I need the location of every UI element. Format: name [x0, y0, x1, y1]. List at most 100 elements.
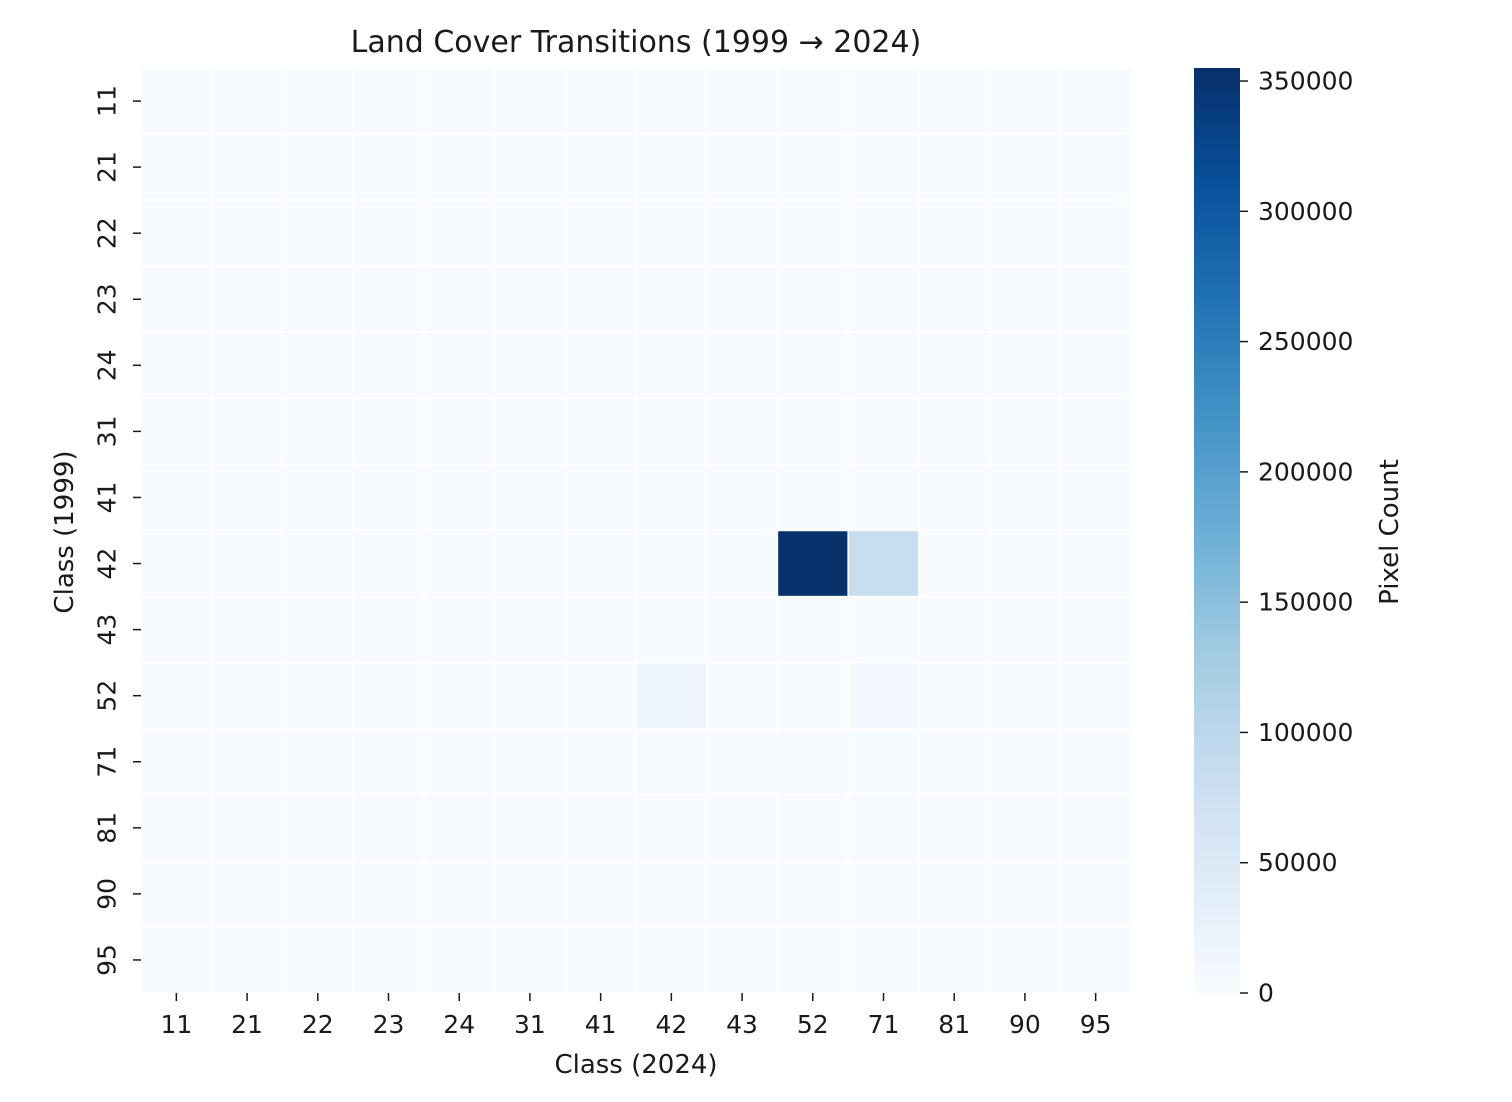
heatmap-cell-23-71 — [848, 266, 919, 332]
x-tick-label: 42 — [655, 1010, 687, 1039]
heatmap-cell-81-90 — [990, 795, 1060, 861]
heatmap-cell-95-43 — [707, 927, 777, 993]
x-tick-label: 90 — [1009, 1010, 1041, 1039]
y-tick-label: 90 — [93, 878, 122, 910]
heatmap-cell-22-31 — [495, 200, 565, 266]
colorbar-label: Pixel Count — [1375, 459, 1405, 605]
heatmap-cell-41-95 — [1061, 465, 1131, 530]
y-tick-label: 95 — [93, 944, 122, 976]
heatmap-cell-71-43 — [707, 729, 777, 795]
y-axis-ticks: 11 21 22 23 24 31 41 42 43 52 71 81 90 95 — [93, 85, 141, 976]
heatmap-cell-31-52 — [778, 399, 848, 464]
heatmap-cell-43-11 — [141, 597, 211, 662]
heatmap-cell-71-21 — [212, 729, 282, 795]
heatmap-cell-23-43 — [707, 266, 777, 332]
heatmap-cell-41-71 — [848, 465, 919, 530]
y-tick-label: 43 — [93, 614, 122, 646]
heatmap-cell-31-24 — [424, 399, 494, 464]
heatmap-cell-71-90 — [990, 729, 1060, 795]
heatmap-cell-21-11 — [141, 134, 211, 200]
heatmap-cell-21-41 — [566, 134, 636, 200]
heatmap-cell-71-11 — [141, 729, 211, 795]
heatmap-cell-11-42 — [636, 68, 706, 134]
heatmap-cell-42-71 — [848, 531, 919, 596]
heatmap-cell-43-41 — [566, 597, 636, 662]
x-tick-label: 21 — [231, 1010, 263, 1039]
heatmap-cell-41-42 — [636, 465, 706, 530]
heatmap-cell-71-71 — [848, 729, 919, 795]
heatmap-cell-52-43 — [707, 663, 777, 728]
x-tick-label: 23 — [373, 1010, 405, 1039]
heatmap-cell-81-42 — [636, 795, 706, 861]
heatmap-cell-90-23 — [353, 861, 424, 927]
heatmap-cell-43-90 — [990, 597, 1060, 662]
heatmap-cell-52-42 — [636, 663, 706, 728]
heatmap-cell-24-24 — [424, 333, 494, 398]
x-tick-label: 43 — [726, 1010, 758, 1039]
heatmap-cell-24-11 — [141, 333, 211, 398]
heatmap-cell-22-24 — [424, 200, 494, 266]
heatmap-cell-41-22 — [283, 465, 353, 530]
heatmap-cell-41-11 — [141, 465, 211, 530]
heatmap-cell-31-71 — [848, 399, 919, 464]
heatmap-cell-21-81 — [919, 134, 989, 200]
heatmap-cell-24-41 — [566, 333, 636, 398]
heatmap-cell-21-21 — [212, 134, 282, 200]
heatmap-cell-71-42 — [636, 729, 706, 795]
y-tick-label: 31 — [93, 415, 122, 447]
heatmap-cell-43-52 — [778, 597, 848, 662]
heatmap-cell-43-43 — [707, 597, 777, 662]
heatmap-cell-11-71 — [848, 68, 919, 134]
heatmap-cell-31-11 — [141, 399, 211, 464]
heatmap-cell-43-71 — [848, 597, 919, 662]
y-tick-label: 21 — [93, 151, 122, 183]
heatmap-cell-31-21 — [212, 399, 282, 464]
x-tick-label: 52 — [797, 1010, 829, 1039]
heatmap-cell-43-24 — [424, 597, 494, 662]
heatmap-cell-41-21 — [212, 465, 282, 530]
heatmap-cell-41-52 — [778, 465, 848, 530]
y-tick-label: 24 — [93, 349, 122, 381]
heatmap-cell-42-21 — [212, 531, 282, 596]
heatmap-cell-23-95 — [1061, 266, 1131, 332]
heatmap-cell-42-81 — [919, 531, 989, 596]
heatmap-cell-95-71 — [848, 927, 919, 993]
heatmap-cell-22-11 — [141, 200, 211, 266]
heatmap-cell-31-22 — [283, 399, 353, 464]
heatmap-cell-11-24 — [424, 68, 494, 134]
heatmap-cell-81-22 — [283, 795, 353, 861]
colorbar — [1194, 68, 1240, 993]
heatmap-cell-43-22 — [283, 597, 353, 662]
heatmap-cell-31-42 — [636, 399, 706, 464]
heatmap-cell-71-31 — [495, 729, 565, 795]
heatmap-cell-22-42 — [636, 200, 706, 266]
heatmap-cell-43-21 — [212, 597, 282, 662]
heatmap-cell-21-22 — [283, 134, 353, 200]
heatmap-cell-90-41 — [566, 861, 636, 927]
heatmap-cell-42-23 — [353, 531, 424, 596]
heatmap-cell-11-41 — [566, 68, 636, 134]
heatmap-cell-23-22 — [283, 266, 353, 332]
heatmap-cell-21-24 — [424, 134, 494, 200]
colorbar-tick-label: 150000 — [1258, 588, 1353, 617]
heatmap-cell-23-21 — [212, 266, 282, 332]
heatmap-cell-41-43 — [707, 465, 777, 530]
heatmap-cell-90-90 — [990, 861, 1060, 927]
heatmap-cell-22-95 — [1061, 200, 1131, 266]
heatmap-cell-21-43 — [707, 134, 777, 200]
heatmap-cell-22-81 — [919, 200, 989, 266]
heatmap-cell-41-31 — [495, 465, 565, 530]
heatmap-cell-52-81 — [919, 663, 989, 728]
heatmap-cell-52-31 — [495, 663, 565, 728]
heatmap-cell-31-81 — [919, 399, 989, 464]
heatmap-cell-81-81 — [919, 795, 989, 861]
heatmap-cell-31-41 — [566, 399, 636, 464]
heatmap-cell-90-24 — [424, 861, 494, 927]
heatmap-cell-81-52 — [778, 795, 848, 861]
heatmap-cell-90-42 — [636, 861, 706, 927]
heatmap-cell-95-90 — [990, 927, 1060, 993]
heatmap-cell-81-31 — [495, 795, 565, 861]
heatmap-cell-23-42 — [636, 266, 706, 332]
colorbar-tick-label: 250000 — [1258, 327, 1353, 356]
